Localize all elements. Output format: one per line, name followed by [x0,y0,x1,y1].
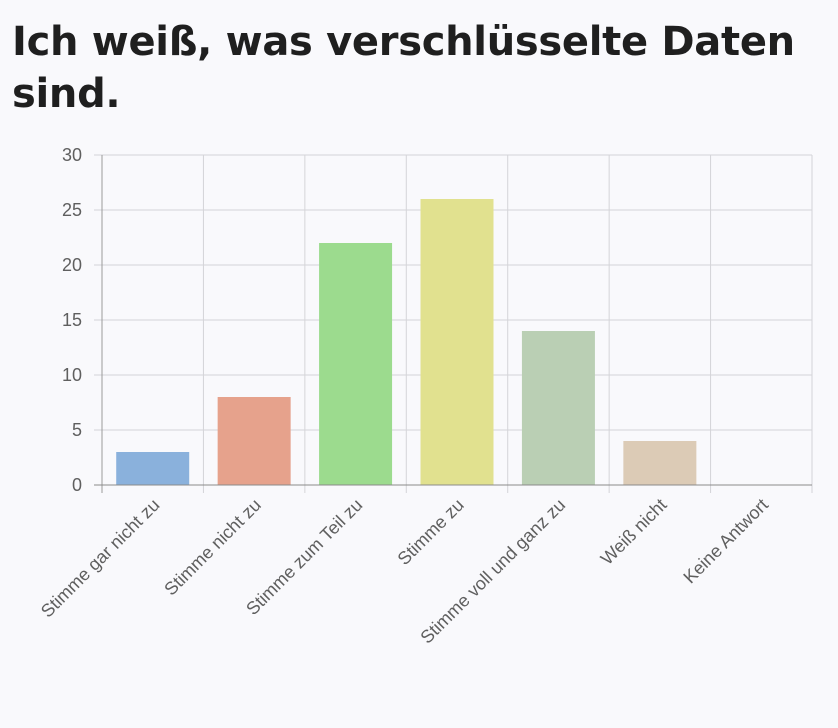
y-tick-label: 20 [62,255,82,275]
y-tick-label: 5 [72,420,82,440]
x-tick-label: Stimme nicht zu [160,495,265,600]
y-tick-label: 15 [62,310,82,330]
x-tick-label: Keine Antwort [679,495,772,588]
x-tick-label: Weiß nicht [597,495,671,569]
bar [217,397,291,485]
bar [623,441,697,485]
bar [116,452,190,485]
bar [521,331,595,485]
bar [420,199,494,485]
bar [319,243,393,485]
y-tick-label: 0 [72,475,82,495]
chart-title: Ich weiß, was verschlüsselte Daten sind. [12,19,795,117]
x-tick-label: Stimme gar nicht zu [37,495,164,622]
y-tick-label: 30 [62,145,82,165]
x-tick-label: Stimme zu [394,495,468,569]
x-tick-label: Stimme zum Teil zu [242,495,366,619]
y-tick-label: 25 [62,200,82,220]
y-tick-label: 10 [62,365,82,385]
